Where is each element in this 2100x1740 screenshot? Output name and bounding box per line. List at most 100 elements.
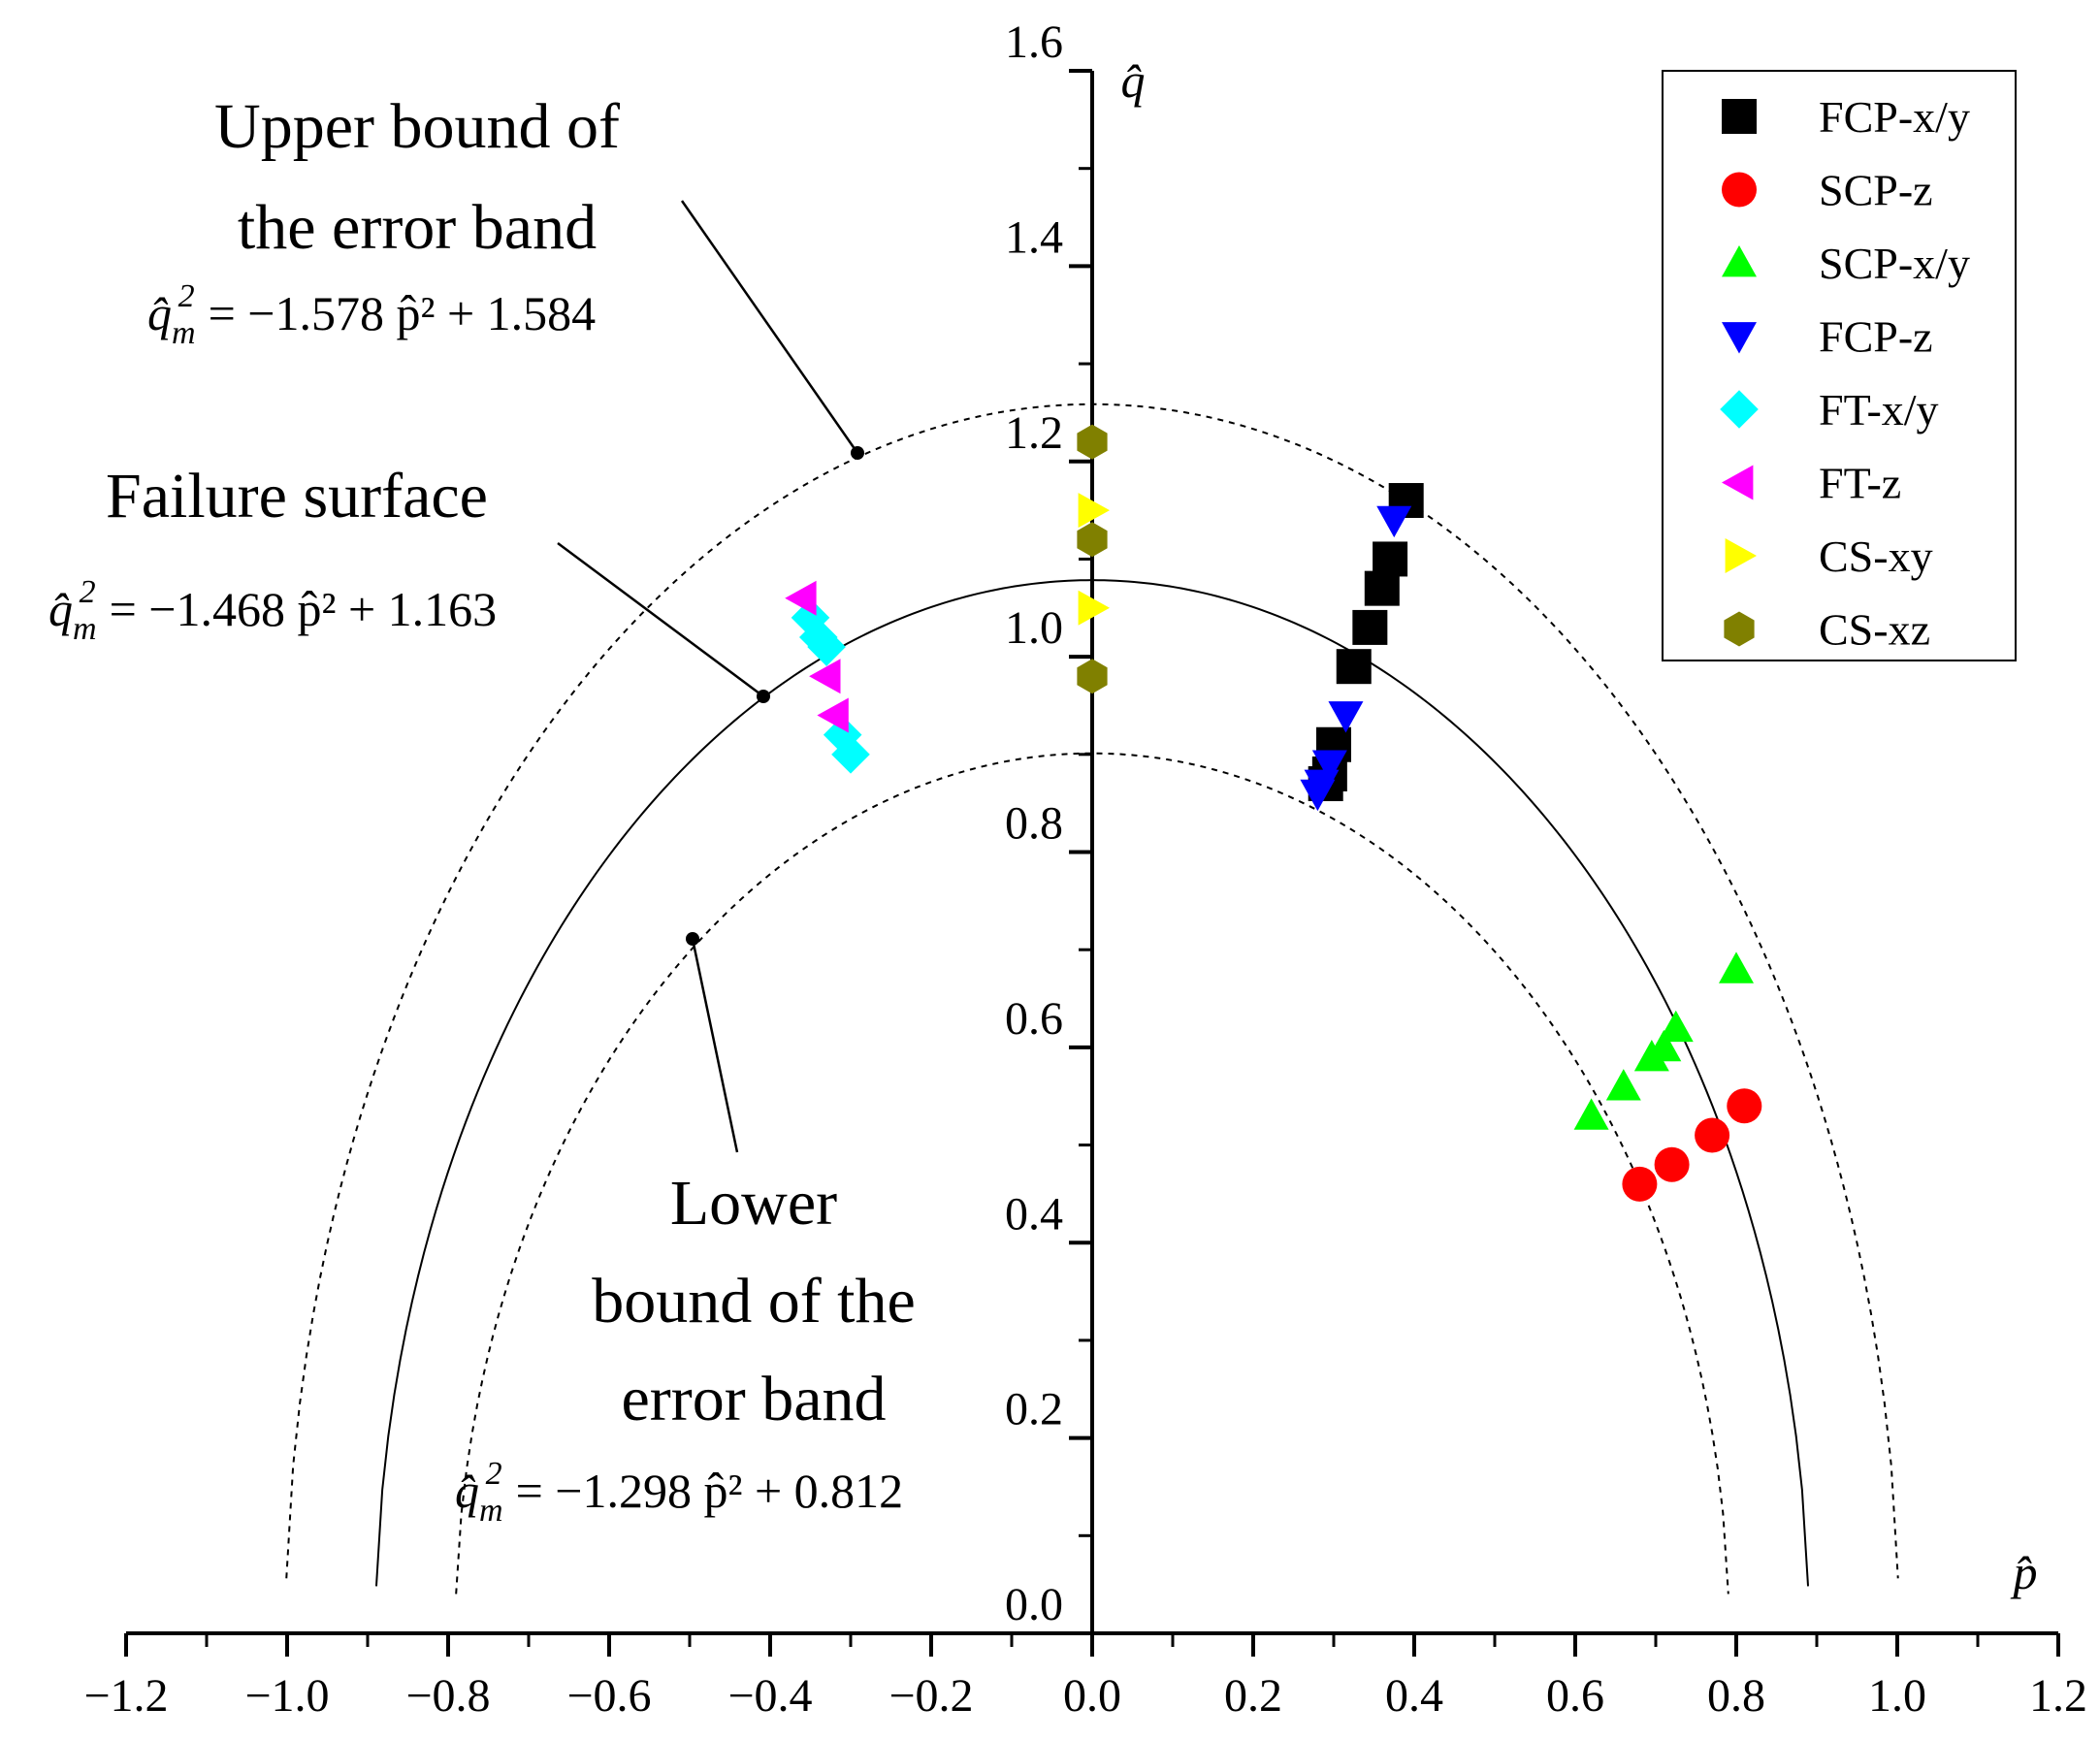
annotation-line: bound of the (592, 1266, 916, 1337)
y-tick-label: 1.2 (1005, 407, 1063, 459)
legend-marker-2 (1722, 245, 1757, 277)
eq-sub: m (73, 611, 97, 647)
leader-line (691, 938, 739, 1153)
point-triangle-up-2-0 (1573, 1098, 1609, 1130)
point-hexagon-7-2 (1077, 659, 1108, 694)
point-diamond-4-4 (831, 735, 870, 774)
point-circle-1-1 (1654, 1146, 1690, 1182)
legend-label: SCP-x/y (1819, 239, 1970, 288)
legend-marker-7 (1724, 611, 1755, 647)
eq-sub: m (479, 1493, 503, 1529)
point-triangle-down-3-1 (1328, 701, 1364, 733)
leader-dot (757, 690, 770, 703)
eq-sup: 2 (486, 1456, 502, 1492)
legend-marker-1 (1722, 172, 1757, 208)
point-triangle-right-6-0 (1078, 493, 1110, 529)
eq-sup: 2 (178, 278, 195, 314)
legend-marker-6 (1725, 538, 1757, 573)
x-tick-label: −1.2 (83, 1670, 168, 1722)
point-square-0-2 (1364, 570, 1400, 606)
legend-box (1662, 70, 2017, 661)
eq-lhs: q̂ (455, 1464, 479, 1518)
x-axis-title: p̂ (2011, 1545, 2038, 1599)
legend-label: CS-xy (1819, 532, 1933, 581)
x-tick-label: −0.4 (727, 1670, 812, 1722)
y-tick-label: 0.2 (1005, 1384, 1063, 1435)
y-axis-title: q̂ (1121, 53, 1146, 108)
leader-dot (851, 446, 864, 460)
eq-rhs: = −1.578 p̂² + 1.584 (209, 286, 597, 340)
eq-sup: 2 (80, 574, 96, 610)
legend-label: FCP-x/y (1819, 92, 1970, 142)
point-square-0-3 (1352, 609, 1388, 645)
eq-lhs: q̂ (147, 286, 172, 340)
x-tick-label: 0.0 (1063, 1670, 1121, 1722)
x-tick-label: 1.2 (2029, 1670, 2087, 1722)
point-triangle-down-3-4 (1300, 779, 1336, 812)
legend-label: FCP-z (1819, 312, 1933, 362)
legend-marker-3 (1722, 322, 1757, 354)
point-triangle-up-2-4 (1658, 1010, 1694, 1043)
x-tick-label: −0.8 (405, 1670, 490, 1722)
point-circle-1-3 (1727, 1088, 1762, 1124)
eq-rhs: = −1.298 p̂² + 0.812 (516, 1464, 904, 1518)
point-diamond-4-2 (807, 628, 846, 666)
axes: −1.2 −1.0 −0.8 −0.6 −0.4 −0.2 0.0 0.2 0.4 0.6 0.8 1… (83, 16, 2087, 1722)
legend-label: SCP-z (1819, 166, 1933, 215)
point-triangle-down-3-0 (1376, 505, 1412, 538)
legend: FCP-x/y SCP-z SCP-x/y FCP-z FT-x/y FT-z CS-xy C… (1662, 70, 2017, 661)
y-tick-label: 0.4 (1005, 1188, 1063, 1240)
point-square-0-1 (1373, 541, 1408, 577)
point-hexagon-7-0 (1077, 424, 1108, 460)
y-tick-label: 1.4 (1005, 211, 1063, 263)
point-triangle-up-2-5 (1719, 951, 1754, 983)
leader-line (557, 541, 764, 698)
legend-label: FT-z (1819, 459, 1901, 508)
x-tick-label: 0.8 (1707, 1670, 1765, 1722)
annotation-equation: q̂m2 = −1.468 p̂² + 1.163 (48, 574, 497, 647)
curve-2 (455, 752, 1729, 1595)
legend-marker-5 (1722, 465, 1754, 500)
annotation-line: Upper bound of (214, 91, 620, 162)
point-square-0-4 (1336, 649, 1372, 685)
y-tick-label: 0.0 (1005, 1579, 1063, 1630)
x-tick-label: 0.4 (1385, 1670, 1443, 1722)
point-hexagon-7-1 (1077, 522, 1108, 558)
eq-sub: m (172, 315, 196, 351)
point-diamond-4-0 (791, 598, 830, 637)
data-points (785, 424, 1762, 1202)
x-tick-label: 0.2 (1224, 1670, 1282, 1722)
leader-dot (686, 932, 699, 946)
leader-line (680, 200, 859, 454)
legend-marker-4 (1720, 390, 1759, 429)
x-tick-label: 0.6 (1546, 1670, 1604, 1722)
y-tick-label: 1.6 (1005, 16, 1063, 68)
point-triangle-up-2-3 (1646, 1029, 1682, 1062)
eq-lhs: q̂ (48, 582, 73, 636)
legend-label: CS-xz (1819, 605, 1930, 655)
point-triangle-down-3-2 (1311, 750, 1347, 782)
y-tick-label: 0.8 (1005, 798, 1063, 850)
annotation-equation: q̂m2 = −1.578 p̂² + 1.584 (147, 278, 596, 351)
annotation-line: Failure surface (106, 461, 488, 532)
point-triangle-right-6-1 (1078, 590, 1110, 626)
annotation-equation: q̂m2 = −1.298 p̂² + 0.812 (455, 1456, 903, 1529)
y-tick-label: 0.6 (1005, 993, 1063, 1045)
legend-marker-0 (1722, 99, 1757, 134)
x-tick-label: −0.2 (888, 1670, 973, 1722)
point-triangle-left-5-2 (817, 697, 849, 733)
y-tick-label: 1.0 (1005, 602, 1063, 654)
annotation-line: the error band (238, 192, 597, 263)
annotation-line: Lower (670, 1168, 837, 1239)
point-triangle-left-5-0 (785, 580, 817, 616)
eq-rhs: = −1.468 p̂² + 1.163 (110, 582, 498, 636)
point-triangle-left-5-1 (809, 659, 841, 694)
x-tick-label: −0.6 (566, 1670, 651, 1722)
x-tick-label: −1.0 (244, 1670, 329, 1722)
annotation-line: error band (621, 1364, 886, 1434)
point-triangle-up-2-1 (1605, 1069, 1641, 1101)
point-circle-1-2 (1695, 1117, 1730, 1153)
point-circle-1-0 (1622, 1166, 1658, 1202)
